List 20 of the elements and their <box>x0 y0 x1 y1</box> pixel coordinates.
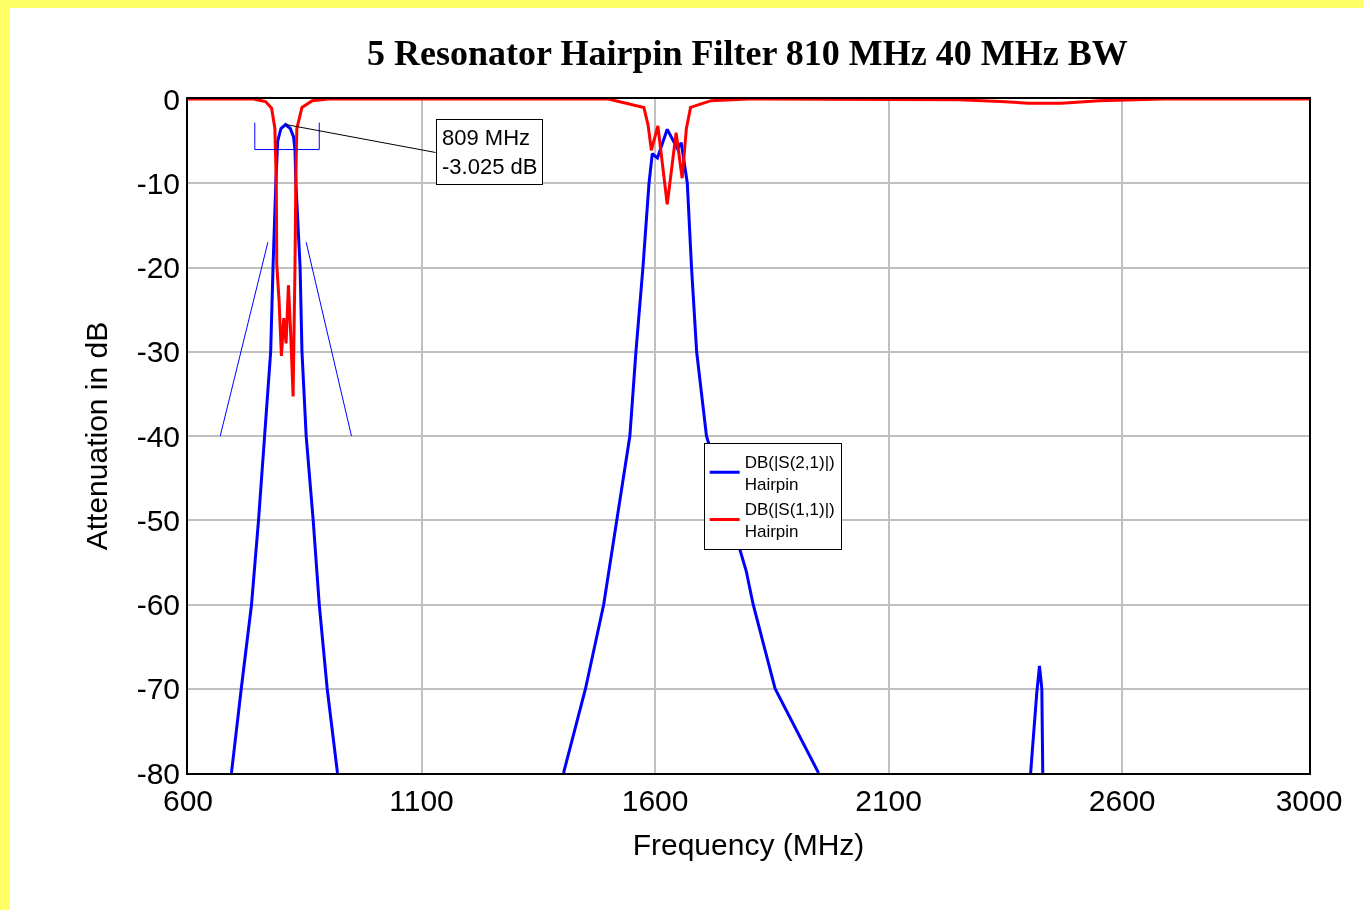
annotation: 809 MHz -3.025 dB <box>442 125 538 179</box>
x-tick-label: 2600 <box>1088 784 1156 817</box>
y-tick-label: -40 <box>136 419 180 453</box>
y-tick-label: -30 <box>136 335 180 369</box>
y-tick-label: -70 <box>136 672 180 706</box>
y-tick-label: -20 <box>136 251 180 284</box>
x-axis-title: Frequency (MHz) <box>632 828 865 861</box>
x-tick-label: 1600 <box>621 784 689 817</box>
x-tick-label: 2100 <box>855 784 923 817</box>
y-axis-title: Attenuation in dB <box>80 321 114 551</box>
chart-title: 5 Resonator Hairpin Filter 810 MHz 40 MHz BW <box>367 32 1128 73</box>
y-tick-label: -60 <box>136 588 180 621</box>
legend-label: DB(|S(2,1)|) Hairpin <box>744 452 835 495</box>
line-series <box>188 99 1309 398</box>
y-tick-label: -50 <box>136 503 180 537</box>
y-tick-label: 0 <box>163 82 180 116</box>
y-tick-label: -10 <box>136 166 180 200</box>
x-tick-label: 1100 <box>389 784 454 817</box>
x-tick-label: 3000 <box>1275 784 1343 817</box>
legend-label: DB(|S(1,1)|) Hairpin <box>744 500 835 542</box>
